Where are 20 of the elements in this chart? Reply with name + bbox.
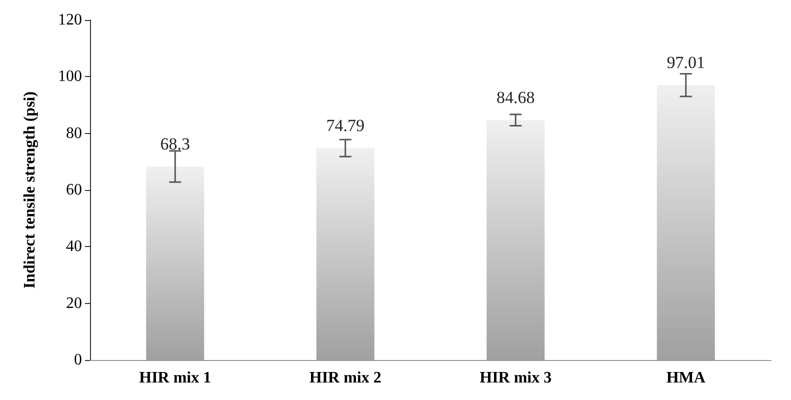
- y-tick-label: 120: [58, 12, 82, 28]
- x-tick-label: HMA: [666, 370, 706, 386]
- y-tick-label: 100: [58, 68, 82, 86]
- x-tick-label: HIR mix 2: [309, 370, 382, 386]
- y-tick-label: 0: [74, 352, 82, 368]
- bar: [656, 85, 715, 360]
- y-tick-label: 80: [66, 124, 82, 142]
- y-tick-label: 40: [66, 238, 82, 256]
- y-axis-title: Indirect tensile strength (psi): [22, 91, 38, 289]
- x-tick-label: HIR mix 3: [480, 370, 552, 386]
- y-tick-label: 60: [66, 182, 82, 198]
- data-label: 68.3: [160, 134, 190, 154]
- data-label: 97.01: [666, 53, 705, 72]
- data-label: 74.79: [326, 116, 364, 136]
- y-tick-label: 20: [66, 294, 82, 312]
- bar: [486, 120, 545, 360]
- bar: [316, 148, 374, 360]
- bar: [146, 166, 204, 360]
- data-label: 84.68: [496, 88, 535, 108]
- x-tick-label: HIR mix 1: [139, 370, 212, 386]
